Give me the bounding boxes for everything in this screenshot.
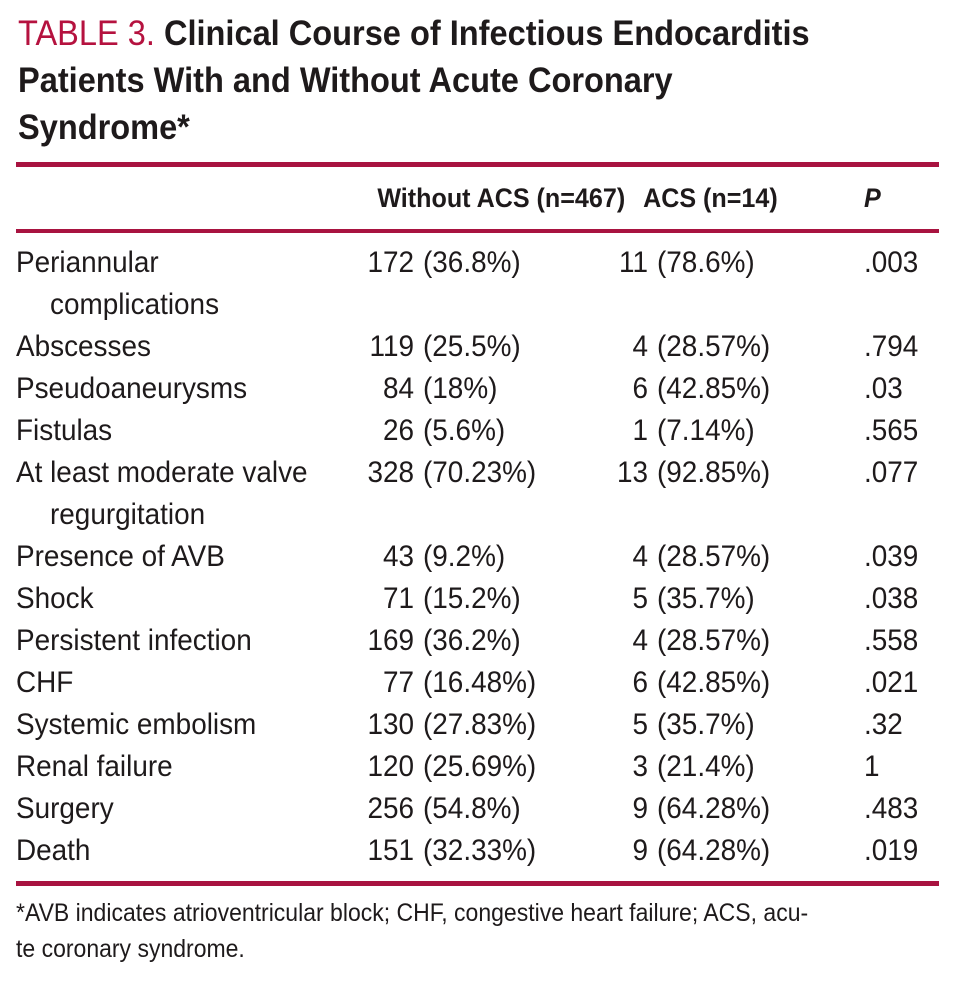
table-header-row: Without ACS (n=467) ACS (n=14) P bbox=[16, 167, 939, 229]
row-label: Systemic embolism bbox=[16, 708, 257, 741]
row-label: CHF bbox=[16, 666, 74, 699]
table-number-label: TABLE 3. bbox=[18, 14, 155, 53]
table-row-fistulas: Fistulas 26 (5.6%) 1 (7.14%) .565 bbox=[16, 410, 939, 452]
value-without-acs: 43 (9.2%) bbox=[382, 540, 506, 573]
value-acs: 3 (21.4%) bbox=[632, 750, 755, 783]
value-acs: 4 (28.57%) bbox=[632, 624, 771, 657]
header-without-acs: Without ACS (n=467) bbox=[377, 182, 626, 213]
row-label: Shock bbox=[16, 582, 94, 615]
value-acs: 6 (42.85%) bbox=[632, 666, 771, 699]
row-label: At least moderate valve regurgitation bbox=[16, 456, 308, 531]
footnote-line-2: te coronary syndrome. bbox=[16, 935, 245, 963]
value-p: .077 bbox=[864, 456, 919, 489]
table-row-abscesses: Abscesses 119 (25.5%) 4 (28.57%) .794 bbox=[16, 326, 939, 368]
table-row-death: Death 151 (32.33%) 9 (64.28%) .019 bbox=[16, 830, 939, 872]
value-p: .039 bbox=[864, 540, 919, 573]
table-footnote: *AVB indicates atrioventricular block; C… bbox=[16, 895, 939, 967]
footnote-line-1: *AVB indicates atrioventricular block; C… bbox=[16, 899, 809, 927]
value-without-acs: 84 (18%) bbox=[382, 372, 498, 405]
top-rule bbox=[16, 162, 939, 167]
value-acs: 5 (35.7%) bbox=[632, 708, 755, 741]
value-acs: 6 (42.85%) bbox=[632, 372, 771, 405]
value-without-acs: 77 (16.48%) bbox=[382, 666, 537, 699]
title-line-3: Syndrome* bbox=[18, 108, 190, 147]
table-row-surgery: Surgery 256 (54.8%) 9 (64.28%) .483 bbox=[16, 788, 939, 830]
title-line-1: TABLE 3. Clinical Course of Infectious E… bbox=[18, 10, 875, 57]
value-acs: 1 (7.14%) bbox=[632, 414, 755, 447]
value-p: 1 bbox=[864, 750, 880, 783]
value-acs: 9 (64.28%) bbox=[632, 834, 771, 867]
row-label: Abscesses bbox=[16, 330, 151, 363]
value-without-acs: 256 (54.8%) bbox=[367, 792, 521, 825]
bottom-rule bbox=[16, 881, 939, 886]
row-label: Presence of AVB bbox=[16, 540, 225, 573]
header-acs: ACS (n=14) bbox=[642, 182, 778, 213]
table-body: Periannular complications 172 (36.8%) 11(… bbox=[16, 233, 939, 872]
row-label: Renal failure bbox=[16, 750, 173, 783]
value-without-acs: 151 (32.33%) bbox=[367, 834, 537, 867]
value-acs: 4 (28.57%) bbox=[632, 540, 771, 573]
title-text-part-1: Clinical Course of Infectious Endocardit… bbox=[163, 14, 810, 53]
row-label: Pseudoaneurysms bbox=[16, 372, 248, 405]
table-row-valve-regurgitation: At least moderate valve regurgitation 32… bbox=[16, 452, 939, 536]
row-label: Surgery bbox=[16, 792, 114, 825]
value-acs: 13 (92.85%) bbox=[616, 456, 771, 489]
value-p: .558 bbox=[864, 624, 919, 657]
row-label: Fistulas bbox=[16, 414, 113, 447]
table-row-shock: Shock 71 (15.2%) 5 (35.7%) .038 bbox=[16, 578, 939, 620]
value-acs: 4 (28.57%) bbox=[632, 330, 771, 363]
value-p: .483 bbox=[864, 792, 919, 825]
table-title: TABLE 3. Clinical Course of Infectious E… bbox=[18, 10, 939, 151]
header-rule bbox=[16, 229, 939, 233]
table-row-persistent-infection: Persistent infection 169 (36.2%) 4 (28.57%… bbox=[16, 620, 939, 662]
value-without-acs: 71 (15.2%) bbox=[382, 582, 521, 615]
row-label: Death bbox=[16, 834, 91, 867]
value-p: .038 bbox=[864, 582, 919, 615]
value-p: .03 bbox=[864, 372, 903, 405]
row-label: Persistent infection bbox=[16, 624, 252, 657]
value-acs: 9 (64.28%) bbox=[632, 792, 771, 825]
value-p: .003 bbox=[864, 246, 919, 279]
table-row-systemic-embolism: Systemic embolism 130 (27.83%) 5 (35.7%) .… bbox=[16, 704, 939, 746]
value-p: .019 bbox=[864, 834, 919, 867]
value-without-acs: 169 (36.2%) bbox=[367, 624, 521, 657]
row-label: Periannular complications bbox=[16, 246, 220, 321]
table-row-periannular-complications: Periannular complications 172 (36.8%) 11(… bbox=[16, 242, 939, 326]
value-p: .565 bbox=[864, 414, 919, 447]
value-without-acs: 119 (25.5%) bbox=[369, 330, 521, 363]
value-without-acs: 130 (27.83%) bbox=[367, 708, 537, 741]
title-line-2: Patients With and Without Acute Coronary bbox=[18, 61, 673, 100]
table-row-pseudoaneurysms: Pseudoaneurysms 84 (18%) 6 (42.85%) .03 bbox=[16, 368, 939, 410]
value-acs: 11 (78.6%) bbox=[619, 246, 755, 279]
table-row-presence-of-avb: Presence of AVB 43 (9.2%) 4 (28.57%) .039 bbox=[16, 536, 939, 578]
value-without-acs: 328 (70.23%) bbox=[367, 456, 537, 489]
value-p: .794 bbox=[864, 330, 919, 363]
value-p: .021 bbox=[864, 666, 919, 699]
table-row-chf: CHF 77 (16.48%) 6 (42.85%) .021 bbox=[16, 662, 939, 704]
value-without-acs: 26 (5.6%) bbox=[382, 414, 506, 447]
value-without-acs: 172 (36.8%) bbox=[367, 246, 521, 279]
value-p: .32 bbox=[864, 708, 903, 741]
value-acs: 5 (35.7%) bbox=[632, 582, 755, 615]
value-without-acs: 120 (25.69%) bbox=[367, 750, 537, 783]
table-row-renal-failure: Renal failure 120 (25.69%) 3 (21.4%) 1 bbox=[16, 746, 939, 788]
header-p-value: P bbox=[864, 182, 881, 213]
